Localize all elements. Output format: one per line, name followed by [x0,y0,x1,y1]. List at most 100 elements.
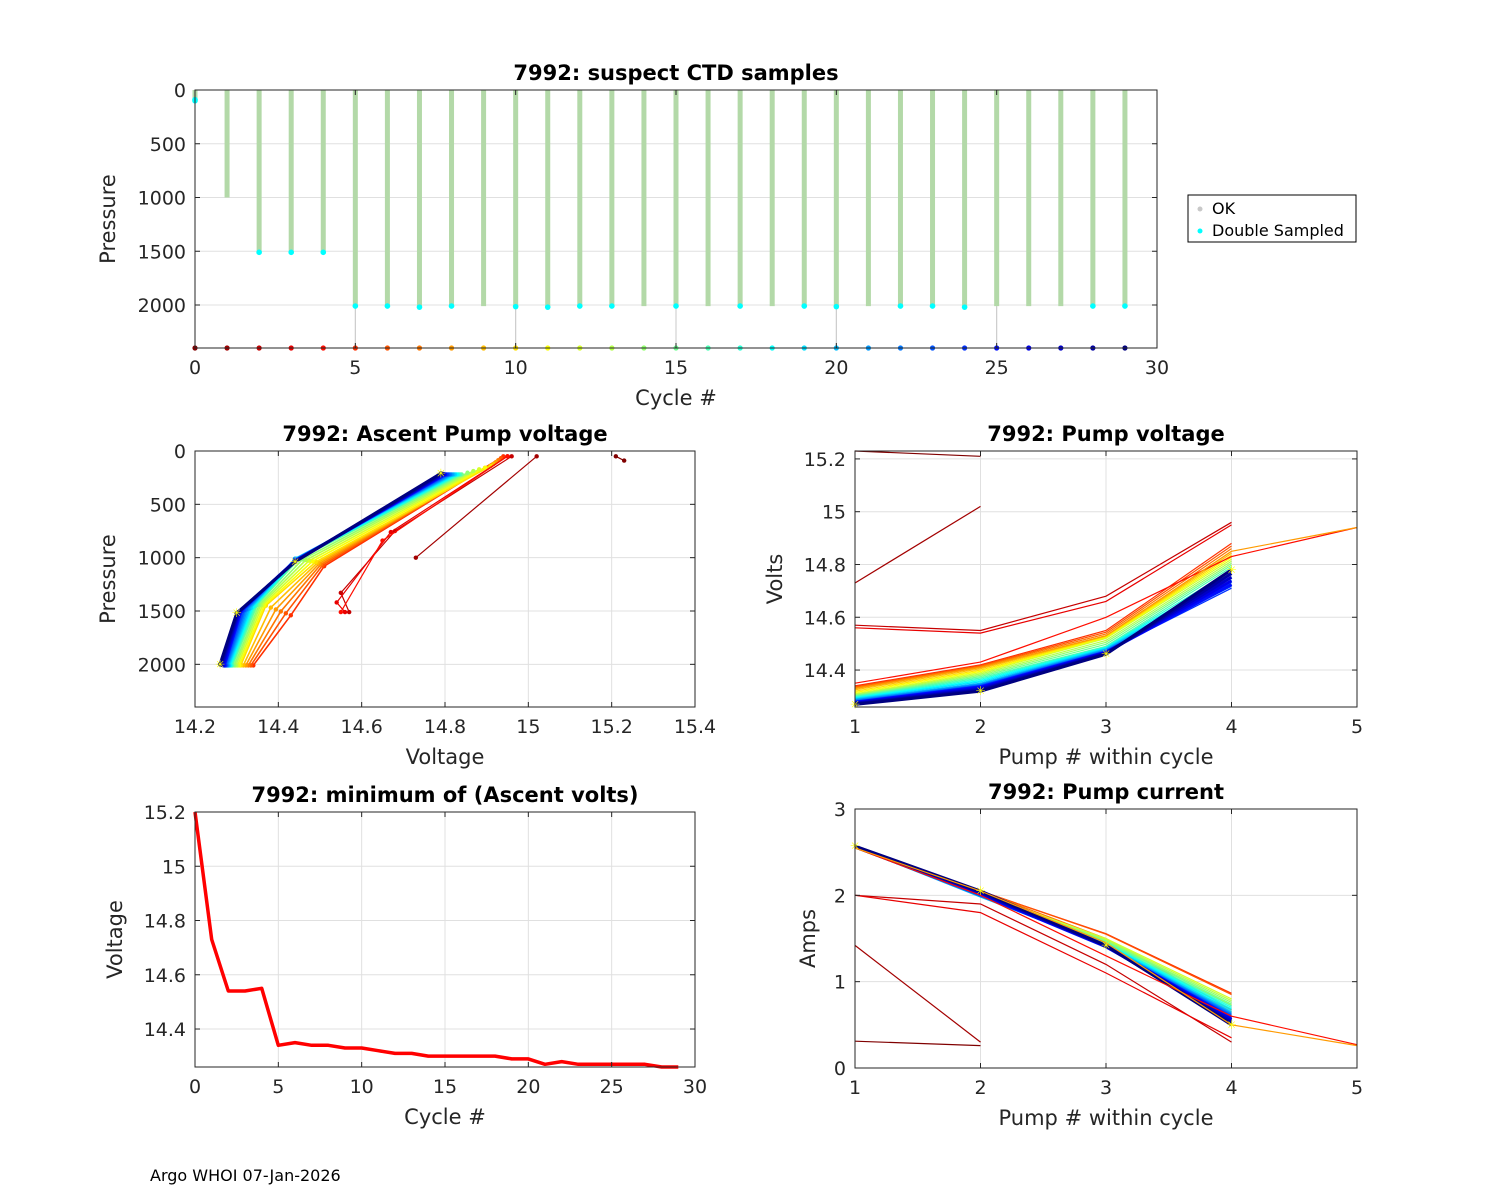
pump-voltage-series [854,505,981,584]
x-tick-label: 15 [664,357,688,379]
pump-voltage-series [854,562,1232,696]
pump-voltage-series [854,569,1232,698]
x-tick-label: 4 [1225,716,1237,738]
x-tick-label: 4 [1225,1077,1237,1099]
ascent-point [471,468,476,474]
chart-suspect-ctd: 0 5 10 15 20 25 30 0 500 1000 1500 2000 7992: suspec… [96,61,1169,410]
plot-marks: ✳✳✳✳ [215,454,627,671]
legend-ok-label: OK [1212,199,1236,218]
x-axis-label: Pump # within cycle [999,745,1214,769]
x-tick-label: 14.8 [424,716,466,738]
x-tick-label: 10 [504,357,528,379]
y-tick-label: 14.8 [804,554,846,576]
x-tick-label: 15 [516,716,540,738]
chart-title: 7992: Ascent Pump voltage [282,422,607,446]
y-tick-label: 3 [834,799,846,821]
pump-current-series [854,844,1233,1027]
x-tick-label: 1 [849,716,861,738]
y-tick-label: 15 [162,856,186,878]
chart-title: 7992: minimum of (Ascent volts) [251,783,638,807]
ascent-point [288,613,294,618]
ascent-series [236,468,480,666]
y-tick-label: 2 [834,885,846,907]
ascent-point [509,454,514,459]
last-cycle-star: ✳ [1226,563,1236,577]
x-tick-label: 5 [349,357,361,379]
ascent-point [621,458,627,463]
double-sampled-point [320,249,327,256]
ascent-point [465,470,470,475]
y-tick-label: 1 [834,972,846,994]
plot-marks: ✳✳✳✳ [850,839,1358,1047]
pump-voltage-series [854,560,1232,696]
footer-credit: Argo WHOI 07-Jan-2026 [150,1166,341,1185]
double-sampled-point [512,303,519,310]
last-cycle-star: ✳ [290,555,300,569]
ascent-series [233,472,468,666]
pump-voltage-series [854,526,1358,684]
last-cycle-star: ✳ [975,684,985,698]
x-tick-label: 2 [974,716,986,738]
y-axis-label: Pressure [96,534,120,624]
legend-double-label: Double Sampled [1212,221,1344,240]
last-cycle-star: ✳ [436,466,446,480]
y-tick-label: 14.4 [144,1019,186,1041]
pump-voltage-series [854,568,1233,706]
ascent-point [217,662,223,667]
x-tick-label: 15.2 [591,716,633,738]
y-axis-label: Volts [763,554,787,605]
ascent-point [438,471,444,476]
double-sampled-point [801,303,808,309]
min-voltage-line [193,811,679,1069]
y-tick-label: 500 [150,494,186,516]
y-tick-label: 0 [174,80,186,102]
chart-title: 7992: Pump current [988,780,1224,804]
pump-voltage-series [854,552,1232,691]
ascent-point [342,609,348,615]
legend: OK Double Sampled [1187,194,1357,243]
pump-voltage-series [854,556,1232,694]
legend-double-marker [1197,228,1203,234]
pump-current-series [854,847,1358,1047]
pump-voltage-series [854,564,1232,697]
double-sampled-point [448,303,455,309]
ascent-series [415,455,538,559]
ascent-series [218,472,442,665]
ascent-point [338,590,344,596]
pump-current-series [854,894,1232,1043]
y-tick-label: 15.2 [804,449,846,471]
ascent-series [238,466,486,666]
x-tick-label: 20 [824,357,848,379]
x-tick-label: 5 [1351,1077,1363,1099]
x-axis-label: Cycle # [635,386,717,410]
x-tick-label: 14.4 [257,716,299,738]
double-sampled-point [833,303,840,310]
x-tick-label: 3 [1100,716,1112,738]
pump-current-series [854,944,981,1043]
ascent-series [335,455,508,613]
last-cycle-star: ✳ [975,884,985,898]
ascent-point [283,611,289,616]
axes-decoration: 1 2 3 4 5 14.4 14.6 14.8 15 15.2 7992: Pump voltag… [763,422,1363,769]
x-tick-label: 25 [985,357,1009,379]
x-tick-label: 1 [849,1077,861,1099]
y-axis-label: Amps [796,909,820,968]
double-sampled-point [897,303,904,309]
y-tick-label: 15.2 [144,802,186,824]
pump-voltage-series [854,566,1232,697]
x-tick-label: 5 [272,1076,284,1098]
pump-current-series [854,847,1358,1046]
double-sampled-point [577,303,583,309]
chart-ascent-pump-voltage: ✳ ✳ ✳ ✳ 14.2 14.4 14.6 14.8 15 15.2 15.4 0 500 1000 15… [96,422,716,769]
x-axis-label: Pump # within cycle [999,1106,1214,1130]
axes-decoration: 0 5 10 15 20 25 30 0 500 1000 1500 2000 7992: suspec… [96,61,1169,410]
double-sampled-point [1122,303,1128,309]
ascent-point [292,559,298,565]
double-sampled-point [609,303,615,309]
y-tick-label: 14.6 [144,965,186,987]
ascent-point [278,609,284,614]
